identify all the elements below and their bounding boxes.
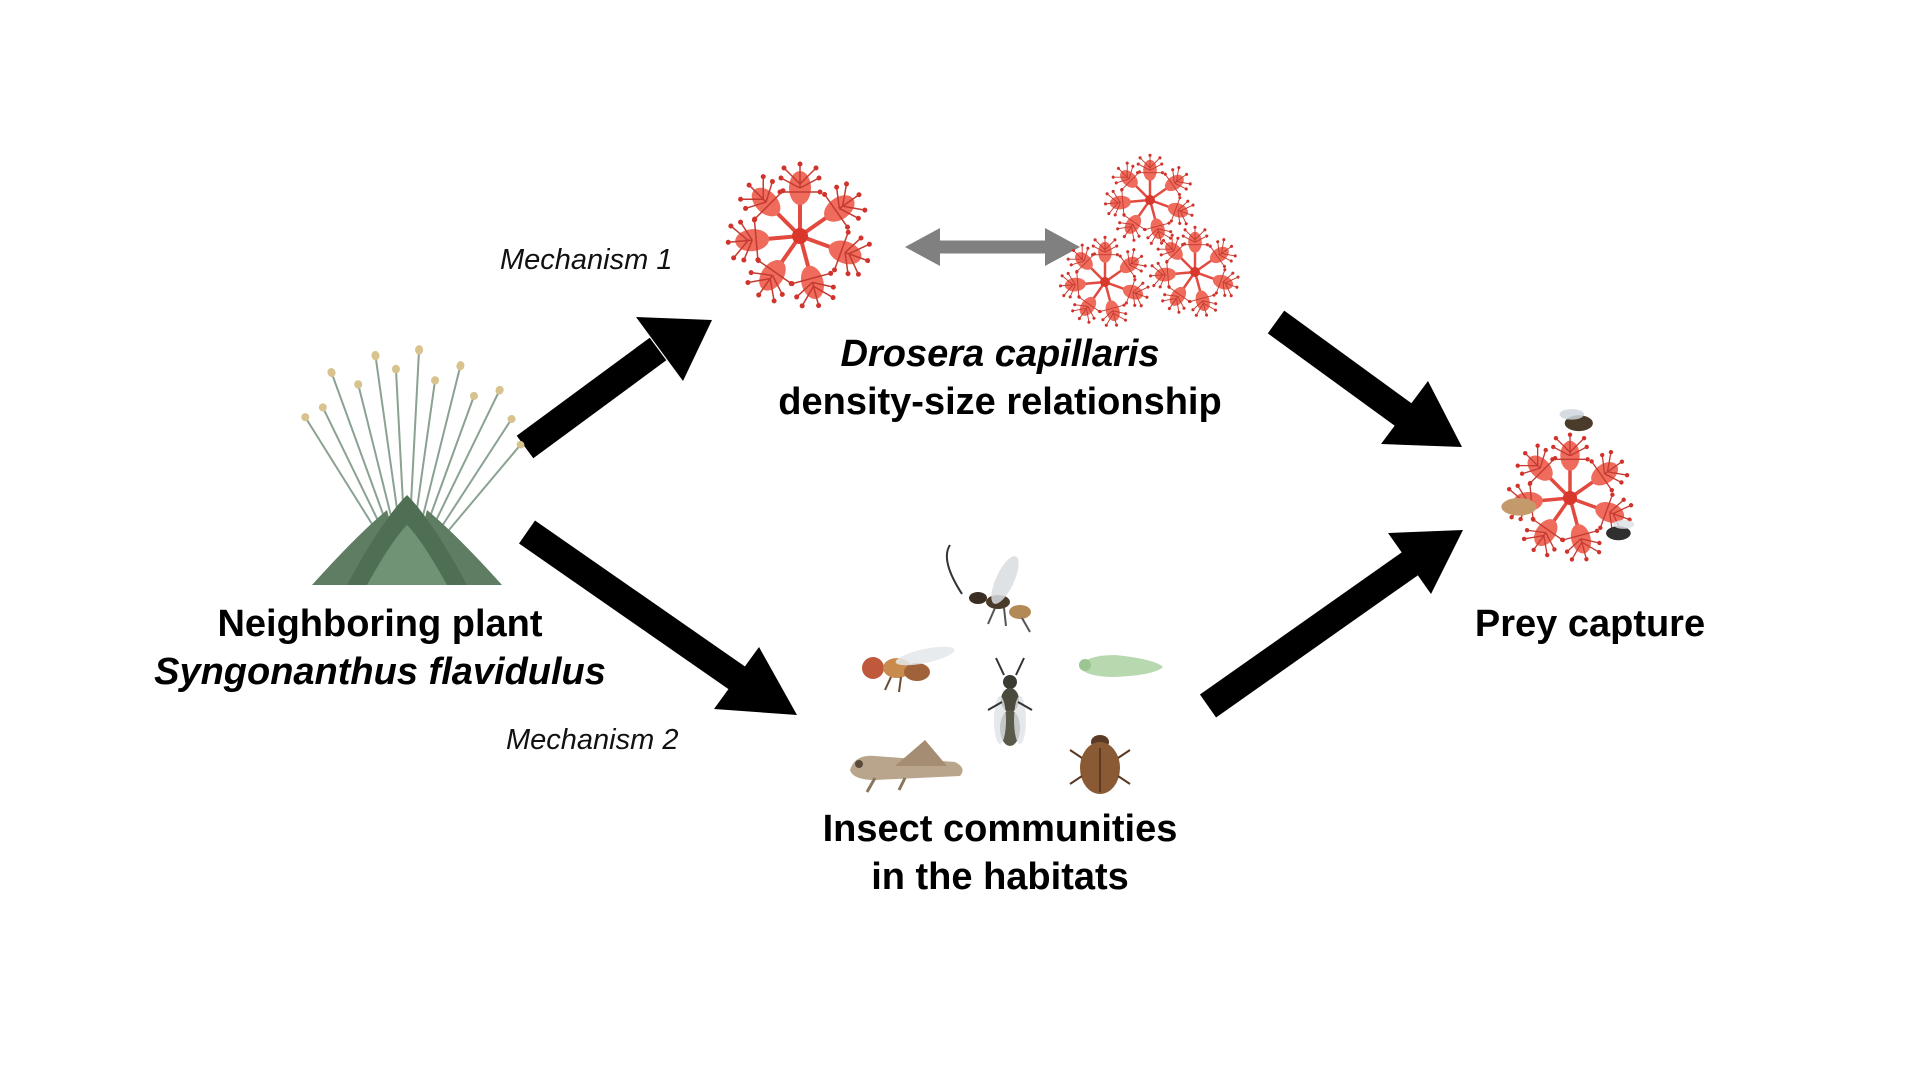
- beetle-icon: [1069, 735, 1131, 794]
- arrow-head-plant-to-insects: [714, 647, 797, 715]
- arrow-head-drosera-to-prey: [1381, 381, 1462, 447]
- wasp-icon: [946, 544, 1031, 633]
- drosera-label: Drosera capillaris density-size relation…: [700, 330, 1300, 426]
- fruit-fly-icon: [862, 646, 955, 693]
- arrow-plant-to-insects: [519, 520, 745, 690]
- drosera-species-name: Drosera capillaris: [840, 333, 1160, 375]
- insects-label: Insect communities in the habitats: [700, 805, 1300, 901]
- arrow-drosera-to-prey: [1267, 310, 1421, 433]
- drosera-relationship: density-size relationship: [778, 381, 1222, 423]
- double-arrow-right-head: [1045, 228, 1080, 266]
- mechanism-2-label: Mechanism 2: [506, 724, 679, 756]
- arrow-insects-to-prey: [1199, 551, 1420, 718]
- neighbor-plant-species: Syngonanthus flavidulus: [154, 651, 606, 693]
- neighbor-plant-label: Neighboring plant Syngonanthus flavidulu…: [100, 600, 660, 696]
- parasitoid-wasp-icon: [987, 657, 1033, 746]
- double-arrow-left-head: [905, 228, 940, 266]
- arrow-head-insects-to-prey: [1388, 530, 1463, 594]
- sundew-cluster-icon: [1058, 154, 1243, 330]
- leafhopper-icon: [1079, 655, 1163, 677]
- mechanism-1-label: Mechanism 1: [500, 244, 673, 276]
- grass-plant-icon: [298, 343, 527, 585]
- insects-title: Insect communities: [822, 808, 1178, 850]
- insects-subtitle: in the habitats: [871, 856, 1129, 898]
- sundew-icon: [724, 162, 878, 314]
- arrow-head-plant-to-drosera: [636, 317, 712, 381]
- arrow-plant-to-drosera: [516, 337, 667, 459]
- prey-capture-label: Prey capture: [1474, 603, 1706, 645]
- sundew-with-insects-icon: [1501, 409, 1638, 566]
- grasshopper-icon: [850, 740, 963, 793]
- neighbor-plant-title: Neighboring plant: [217, 603, 543, 645]
